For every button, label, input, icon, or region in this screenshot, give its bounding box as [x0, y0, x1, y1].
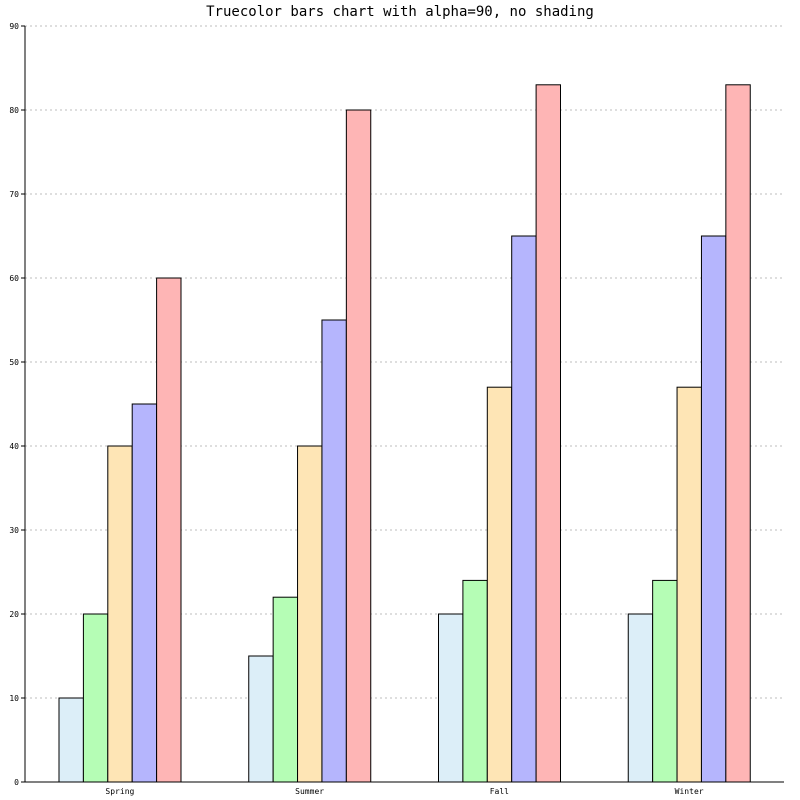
bar — [511, 235, 537, 783]
bar — [297, 445, 323, 783]
bar — [535, 84, 561, 783]
x-tick-label: Spring — [105, 787, 134, 796]
y-tick-label: 80 — [9, 106, 19, 115]
y-tick-label: 30 — [9, 526, 19, 535]
bar — [438, 613, 464, 783]
bar — [462, 579, 488, 783]
bar — [58, 697, 84, 783]
bar — [248, 655, 274, 783]
x-tick-label: Summer — [295, 787, 324, 796]
x-tick-label: Winter — [675, 787, 704, 796]
y-tick-label: 70 — [9, 190, 19, 199]
bar — [652, 579, 678, 783]
bar — [107, 445, 133, 783]
y-tick-label: 20 — [9, 610, 19, 619]
bar — [321, 319, 347, 783]
bar — [676, 386, 702, 783]
bar — [700, 235, 727, 783]
y-tick-label: 0 — [14, 778, 19, 787]
y-tick-label: 10 — [9, 694, 19, 703]
y-tick-label: 90 — [9, 22, 19, 31]
bar — [725, 84, 751, 783]
y-tick-label: 60 — [9, 274, 19, 283]
bar — [82, 613, 109, 783]
bar — [345, 109, 372, 783]
bar — [131, 403, 158, 783]
bar — [486, 386, 513, 783]
bar — [627, 613, 654, 783]
y-tick-label: 40 — [9, 442, 19, 451]
bar — [156, 277, 182, 783]
y-tick-label: 50 — [9, 358, 19, 367]
x-tick-label: Fall — [490, 787, 509, 796]
chart-title: Truecolor bars chart with alpha=90, no s… — [206, 4, 594, 20]
bar — [272, 596, 299, 783]
